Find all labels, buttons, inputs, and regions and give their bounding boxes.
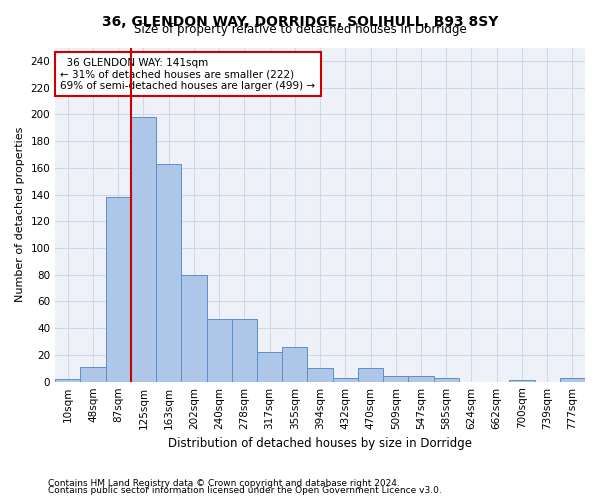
Bar [131,117,156,382]
Text: Contains HM Land Registry data © Crown copyright and database right 2024.: Contains HM Land Registry data © Crown c… [48,478,400,488]
Bar [383,376,409,382]
Text: Size of property relative to detached houses in Dorridge: Size of property relative to detached ho… [134,22,466,36]
Bar [332,378,358,382]
Bar [257,352,282,382]
Bar [409,376,434,382]
Bar [307,368,332,382]
Bar [80,367,106,382]
Bar [55,379,80,382]
Bar [509,380,535,382]
Text: 36, GLENDON WAY, DORRIDGE, SOLIHULL, B93 8SY: 36, GLENDON WAY, DORRIDGE, SOLIHULL, B93… [102,15,498,29]
Text: Contains public sector information licensed under the Open Government Licence v3: Contains public sector information licen… [48,486,442,495]
Bar [358,368,383,382]
Y-axis label: Number of detached properties: Number of detached properties [15,127,25,302]
Bar [434,378,459,382]
Text: 36 GLENDON WAY: 141sqm
← 31% of detached houses are smaller (222)
69% of semi-de: 36 GLENDON WAY: 141sqm ← 31% of detached… [61,58,316,90]
X-axis label: Distribution of detached houses by size in Dorridge: Distribution of detached houses by size … [168,437,472,450]
Bar [282,347,307,382]
Bar [106,197,131,382]
Bar [560,378,585,382]
Bar [181,274,206,382]
Bar [156,164,181,382]
Bar [232,319,257,382]
Bar [206,319,232,382]
